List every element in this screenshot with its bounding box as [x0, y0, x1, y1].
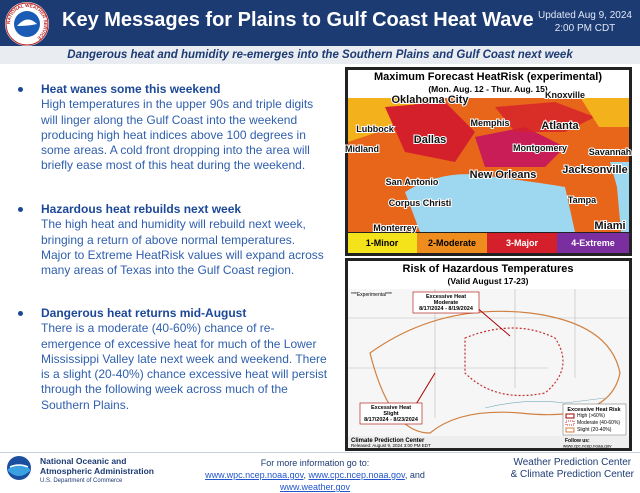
message: Heat wanes some this weekend High tempera… [18, 82, 328, 174]
city-label: Oklahoma City [391, 94, 469, 106]
center: Weather Prediction Center [513, 457, 632, 468]
message-body: The high heat and humidity will rebuild … [41, 217, 324, 278]
city-label: Atlanta [541, 120, 579, 132]
agency: National Oceanic and [40, 456, 127, 466]
link[interactable]: www.cpc.ncep.noaa.gov [308, 470, 405, 480]
noaa-logo [7, 456, 31, 480]
city-label: Lubbock [356, 124, 394, 134]
separator: , [303, 470, 309, 480]
message-body: There is a moderate (40-60%) chance of r… [41, 321, 328, 412]
legend-label: Moderate (40-60%) [577, 420, 620, 426]
follow: Follow us: [565, 438, 590, 444]
city-label: Memphis [470, 118, 509, 128]
annotation: Excessive Heat [426, 294, 466, 300]
experimental: ***Experimental*** [351, 292, 392, 298]
city-label: San Antonio [386, 177, 439, 187]
map-subtitle: (Mon. Aug. 12 - Thur. Aug. 15) [428, 84, 547, 94]
message: Dangerous heat returns mid-August There i… [18, 306, 328, 413]
released: Released: August 9, 2024 3:00 PM EDT [351, 443, 431, 448]
city-label: New Orleans [470, 169, 537, 181]
credit: Climate Prediction Center [351, 438, 425, 444]
legend-label: High (>60%) [577, 413, 605, 419]
message-heading: Heat wanes some this weekend [18, 82, 328, 97]
city-label: Montgomery [513, 143, 567, 153]
city-label: Tampa [568, 195, 597, 205]
agency: Atmospheric Administration [40, 466, 154, 476]
separator: , and [404, 470, 425, 480]
center: & Climate Prediction Center [510, 469, 634, 480]
map-title: Risk of Hazardous Temperatures [403, 263, 574, 275]
city-label: Dallas [414, 134, 446, 146]
city-label: Savannah [589, 147, 632, 157]
annotation: Moderate [434, 300, 458, 306]
city-label: Knoxville [545, 90, 585, 100]
map-title: Maximum Forecast HeatRisk (experimental) [374, 71, 602, 83]
link[interactable]: www.weather.gov [279, 482, 351, 492]
map-subtitle: (Valid August 17-23) [448, 276, 529, 286]
annotation: 8/17/2024 - 8/23/2024 [364, 417, 419, 423]
map-title-box [348, 70, 629, 98]
map-url: www.cpc.ncep.noaa.gov [563, 444, 612, 449]
message-heading: Hazardous heat rebuilds next week [18, 202, 328, 217]
city-label: Corpus Christi [389, 198, 452, 208]
hazard-map: Risk of Hazardous Temperatures (Valid Au… [345, 258, 632, 451]
annotation: Slight [383, 411, 398, 417]
footer: National Oceanic and Atmospheric Administ… [0, 452, 640, 492]
header-bar: NATIONAL WEATHER SERVICE Key Messages fo… [0, 0, 640, 46]
annotation: 8/17/2024 - 8/19/2024 [419, 306, 474, 312]
message: Hazardous heat rebuilds next week The hig… [18, 202, 328, 278]
city-label: Jacksonville [562, 164, 627, 176]
legend-title: Excessive Heat Risk [567, 407, 621, 413]
updated-date: Updated Aug 9, 2024 [538, 10, 632, 21]
message-heading: Dangerous heat returns mid-August [18, 306, 328, 321]
more-info: For more information go to: [260, 458, 370, 468]
legend-label: 4-Extreme [571, 238, 615, 248]
link[interactable]: www.wpc.ncep.noaa.gov [205, 470, 304, 480]
city-label: Monterrey [373, 223, 417, 233]
title: Key Messages for Plains to Gulf Coast He… [62, 9, 534, 31]
legend-label: 3-Major [506, 238, 539, 248]
nws-logo: NATIONAL WEATHER SERVICE [5, 2, 49, 46]
city-label: Miami [594, 220, 625, 232]
updated-time: 2:00 PM CDT [554, 23, 616, 34]
annotation: Excessive Heat [371, 405, 411, 411]
legend-label: Slight (20-40%) [577, 427, 612, 433]
legend-label: 1-Minor [366, 238, 399, 248]
city-label: Midland [345, 144, 379, 154]
heatrisk-map: Maximum Forecast HeatRisk (experimental)… [345, 67, 632, 256]
department: U.S. Department of Commerce [40, 478, 123, 484]
message-body: High temperatures in the upper 90s and t… [41, 97, 314, 173]
subtitle: Dangerous heat and humidity re-emerges i… [0, 46, 640, 64]
updated: Updated Aug 9, 2024 2:00 PM CDT [538, 9, 632, 35]
legend-label: 2-Moderate [428, 238, 476, 248]
